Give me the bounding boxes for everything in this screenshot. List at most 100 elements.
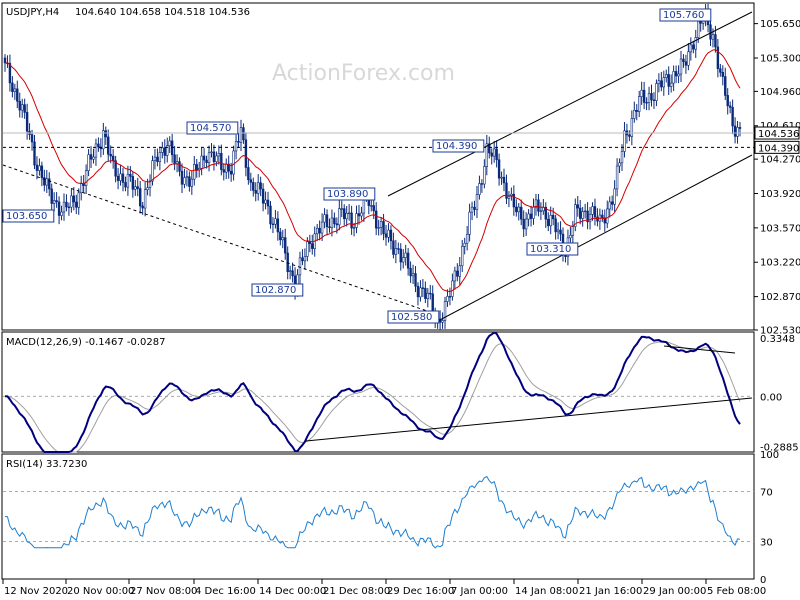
candle <box>18 92 21 118</box>
macd-upper-trendline <box>663 345 736 354</box>
candle <box>23 98 26 119</box>
candle <box>227 155 230 179</box>
candle <box>301 249 304 266</box>
candle <box>60 205 63 221</box>
candle <box>620 144 624 171</box>
x-tick-label: 27 Nov 08:00 <box>130 586 197 597</box>
candle <box>45 169 48 194</box>
candle <box>372 198 375 220</box>
candle <box>190 170 194 195</box>
candle <box>500 171 503 185</box>
candle <box>724 67 727 101</box>
candle <box>569 226 572 243</box>
candle <box>170 133 174 163</box>
candle <box>382 213 385 241</box>
candle <box>655 79 658 107</box>
level-tag <box>754 140 800 154</box>
price-layer: 105.760 104.570 104.390 103.890 103.650 103.3… <box>2 3 754 330</box>
candle <box>379 217 383 236</box>
candle <box>451 273 454 301</box>
candle <box>97 137 100 152</box>
candle <box>544 202 548 228</box>
candle <box>205 155 208 169</box>
candle <box>534 193 538 216</box>
moving-average-line <box>5 49 741 293</box>
candle <box>8 54 12 92</box>
candle <box>738 121 742 137</box>
candle <box>308 234 312 253</box>
macd-layer <box>3 331 754 453</box>
candle <box>414 266 417 293</box>
candle <box>325 209 329 236</box>
candle <box>473 200 476 216</box>
candle <box>551 207 555 226</box>
candle <box>269 201 272 229</box>
candle <box>239 119 243 152</box>
price-annotation-label: 103.890 <box>327 189 368 200</box>
candle <box>411 264 415 285</box>
y-tick-label: 102.530 <box>760 326 800 337</box>
price-annotation: 103.890 <box>323 187 376 201</box>
candle <box>389 225 393 250</box>
candle <box>357 204 361 225</box>
candle <box>119 165 122 186</box>
candle <box>220 144 223 176</box>
candle <box>126 165 130 196</box>
candle <box>288 265 292 280</box>
price-title: USDJPY,H4 <box>6 7 59 18</box>
candle <box>75 194 78 214</box>
price-annotation: 105.760 <box>659 8 712 22</box>
candle <box>574 198 577 232</box>
price-annotation-label: 104.570 <box>190 123 231 134</box>
candle <box>266 191 270 215</box>
candle <box>547 212 550 232</box>
candle <box>615 158 619 197</box>
candle <box>559 221 562 241</box>
candle <box>261 183 265 212</box>
candle <box>166 137 169 163</box>
candle <box>726 88 729 115</box>
candle <box>660 71 663 92</box>
candle <box>468 203 471 242</box>
candle <box>107 129 110 162</box>
x-tick-label: 4 Dec 16:00 <box>195 586 256 597</box>
candle <box>352 222 356 237</box>
price-annotation: 104.390 <box>432 139 485 153</box>
candle <box>475 185 479 219</box>
candle <box>156 148 159 167</box>
candle <box>345 206 348 227</box>
current-price-label: 104.536 <box>758 129 799 140</box>
candle <box>16 80 19 109</box>
macd-line <box>4 331 741 453</box>
candle <box>141 201 144 215</box>
candle <box>495 140 498 168</box>
rsi-title: RSI(14) 33.7230 <box>6 459 87 470</box>
candle <box>409 261 412 283</box>
candle <box>463 237 466 255</box>
candle <box>168 136 171 154</box>
y-tick-label: 102.870 <box>760 292 800 303</box>
candle <box>426 288 430 308</box>
candle <box>65 194 68 212</box>
macd-pane <box>1 331 755 453</box>
candle <box>207 145 211 172</box>
candle <box>490 148 493 165</box>
candle <box>178 157 181 177</box>
candle <box>424 281 427 304</box>
candle <box>581 206 584 227</box>
candle <box>588 207 592 230</box>
candle <box>185 170 189 187</box>
candle <box>402 249 405 269</box>
y-tick-label: 105.650 <box>760 19 800 30</box>
price-annotation-label: 104.390 <box>436 141 477 152</box>
candle <box>222 163 225 181</box>
candle <box>25 103 29 140</box>
candle <box>350 205 353 235</box>
candle <box>11 76 14 98</box>
candle <box>276 211 280 241</box>
candle <box>55 192 58 208</box>
candle <box>136 177 139 197</box>
candle <box>124 176 127 192</box>
price-annotation: 103.310 <box>526 242 579 256</box>
